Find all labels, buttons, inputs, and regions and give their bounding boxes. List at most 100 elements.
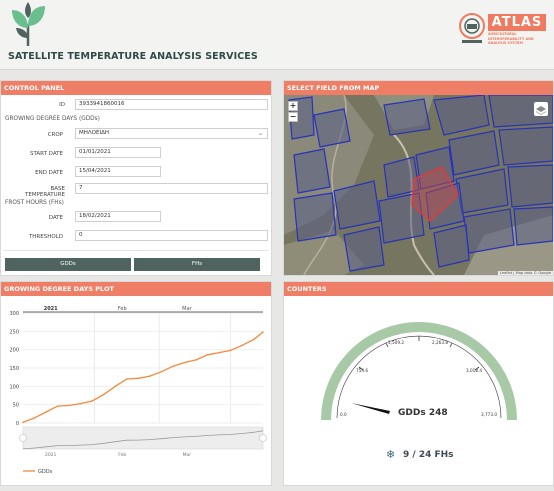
- y-tick-label: 50: [13, 403, 19, 409]
- navigator-month-label: Mar: [183, 452, 192, 458]
- gdd-data-point: [149, 375, 151, 377]
- y-tick-label: 0: [16, 421, 19, 427]
- chevron-down-icon: ⌄: [257, 130, 263, 137]
- crop-label: CROP: [47, 132, 63, 138]
- gdd-series-line: [22, 331, 264, 423]
- counters-title: COUNTERS: [284, 282, 553, 296]
- satellite-map[interactable]: + − Leaflet | Map data © Google: [284, 95, 553, 275]
- gdd-gauge: [321, 322, 517, 421]
- gdd-data-point: [195, 359, 197, 361]
- navigator-month-label: 2021: [45, 452, 57, 458]
- gdd-data-point: [229, 349, 232, 352]
- gdd-data-point: [262, 331, 264, 333]
- plant-logo-icon: [12, 2, 45, 46]
- start-date-label: START DATE: [29, 151, 63, 157]
- end-date-label: END DATE: [35, 170, 63, 176]
- fh-counter-value: 9 / 24 FHs: [403, 450, 454, 460]
- gdd-plot-panel: GROWING DEGREE DAYS PLOT 2021 Feb Mar 0 50 10…: [0, 281, 272, 486]
- gauge-needle: [351, 403, 390, 414]
- gdd-data-point: [172, 365, 174, 367]
- gdd-data-point: [126, 378, 128, 380]
- gdd-data-point: [79, 402, 82, 405]
- base-temperature-field[interactable]: 7: [75, 183, 268, 194]
- app-header: SATELLITE TEMPERATURE ANALYSIS SERVICES …: [0, 0, 554, 70]
- gdd-data-point: [22, 421, 24, 424]
- page-title: SATELLITE TEMPERATURE ANALYSIS SERVICES: [8, 51, 258, 62]
- fh-button[interactable]: FHs: [134, 258, 260, 271]
- gdd-data-point: [114, 385, 117, 388]
- globe-tractor-icon: [459, 13, 485, 43]
- gdd-plot-title: GROWING DEGREE DAYS PLOT: [1, 282, 271, 296]
- gdd-data-point: [160, 370, 163, 373]
- date-field[interactable]: 18/02/2021: [75, 211, 161, 222]
- gauge-tick: [449, 342, 453, 348]
- gdd-data-point: [91, 400, 94, 402]
- field-parcels[interactable]: [284, 95, 553, 275]
- threshold-label: THRESHOLD: [28, 234, 63, 240]
- y-tick-label: 100: [9, 384, 19, 390]
- base-temperature-label: BASE TEMPERATURE: [25, 186, 65, 198]
- crop-select[interactable]: ΜΗΛΟΕΙΔΗ ⌄: [75, 128, 268, 139]
- gdd-data-point: [137, 377, 140, 380]
- gdd-data-point: [45, 411, 47, 413]
- fh-section-label: FROST HOURS (FHs): [5, 200, 64, 206]
- gauge-arc: [321, 322, 517, 421]
- atlas-logo: ATLAS AGRICULTURAL INTEROPERABILITY AND …: [458, 12, 548, 48]
- y-tick-label: 250: [9, 329, 19, 335]
- gdd-data-point: [218, 351, 220, 354]
- gauge-tick: [385, 342, 389, 348]
- chart-month-label: Feb: [118, 306, 127, 312]
- gdd-button[interactable]: GDDs: [5, 258, 131, 271]
- gauge-tick-label: 754.6: [356, 368, 368, 373]
- date-label: DATE: [48, 215, 63, 221]
- map-attribution[interactable]: Leaflet | Map data © Google: [497, 271, 553, 275]
- gauge-tick-label: 3,773.0: [481, 412, 497, 417]
- y-tick-label: 300: [9, 311, 19, 317]
- y-tick-label: 200: [9, 348, 19, 354]
- navigator-month-label: Feb: [118, 452, 126, 458]
- layers-button[interactable]: [534, 102, 548, 116]
- threshold-field[interactable]: 0: [75, 230, 268, 241]
- id-field[interactable]: 3933941860016: [75, 99, 268, 110]
- gdd-chart[interactable]: 2021 Feb Mar 0 50 100 150 200 250 300 2021 Feb Mar GD…: [1, 297, 271, 485]
- gauge-tick-label: 1,509.2: [388, 340, 404, 345]
- map-panel-title: SELECT FIELD FROM MAP: [284, 81, 553, 95]
- gdd-section-label: GROWING DEGREE DAYS (GDDs): [5, 116, 100, 122]
- crop-select-value: ΜΗΛΟΕΙΔΗ: [79, 130, 109, 136]
- chart-year-label: 2021: [44, 306, 58, 312]
- snowflake-icon: ❄: [386, 448, 396, 461]
- atlas-subtitle: AGRICULTURAL INTEROPERABILITY AND ANALYS…: [488, 32, 534, 45]
- end-date-field[interactable]: 15/04/2021: [75, 166, 161, 177]
- gdd-data-point: [33, 417, 36, 419]
- atlas-brand: ATLAS: [488, 14, 546, 31]
- gdd-data-point: [252, 338, 255, 341]
- gdd-data-point: [183, 361, 186, 364]
- gauge-tick-label: 3,018.4: [466, 368, 482, 373]
- navigator-right-handle: [259, 434, 267, 442]
- gauge-tick-label: 0.0: [340, 412, 347, 417]
- control-divider: [3, 250, 269, 251]
- counters-panel: COUNTERS 0.0 754.6 1,509.2 2,263.8 3,018…: [283, 281, 554, 486]
- gdd-data-point: [102, 393, 105, 396]
- control-panel-title: CONTROL PANEL: [1, 81, 271, 95]
- zoom-out-button[interactable]: −: [288, 112, 298, 122]
- navigator-series-line: [22, 430, 264, 450]
- map-panel: SELECT FIELD FROM MAP: [283, 80, 554, 276]
- gauge-tick: [358, 366, 364, 371]
- zoom-in-button[interactable]: +: [288, 101, 298, 111]
- y-tick-label: 150: [9, 366, 19, 372]
- gdd-data-point: [56, 405, 59, 407]
- navigator-left-handle: [19, 434, 27, 442]
- gdd-data-point: [241, 344, 244, 347]
- start-date-field[interactable]: 01/01/2021: [75, 147, 161, 158]
- gauge-tick: [474, 366, 480, 371]
- id-label: ID: [59, 102, 65, 108]
- gauge-tick-label: 2,263.8: [432, 340, 448, 345]
- gdd-data-point: [206, 354, 209, 356]
- chart-month-label: Mar: [182, 306, 192, 312]
- layers-icon: [536, 106, 546, 115]
- legend-label: GDDs: [38, 469, 53, 475]
- control-panel: CONTROL PANEL ID 3933941860016 GROWING D…: [0, 80, 272, 276]
- gdd-counter-value: GDDs 248: [398, 408, 448, 418]
- gdd-data-point: [68, 404, 70, 407]
